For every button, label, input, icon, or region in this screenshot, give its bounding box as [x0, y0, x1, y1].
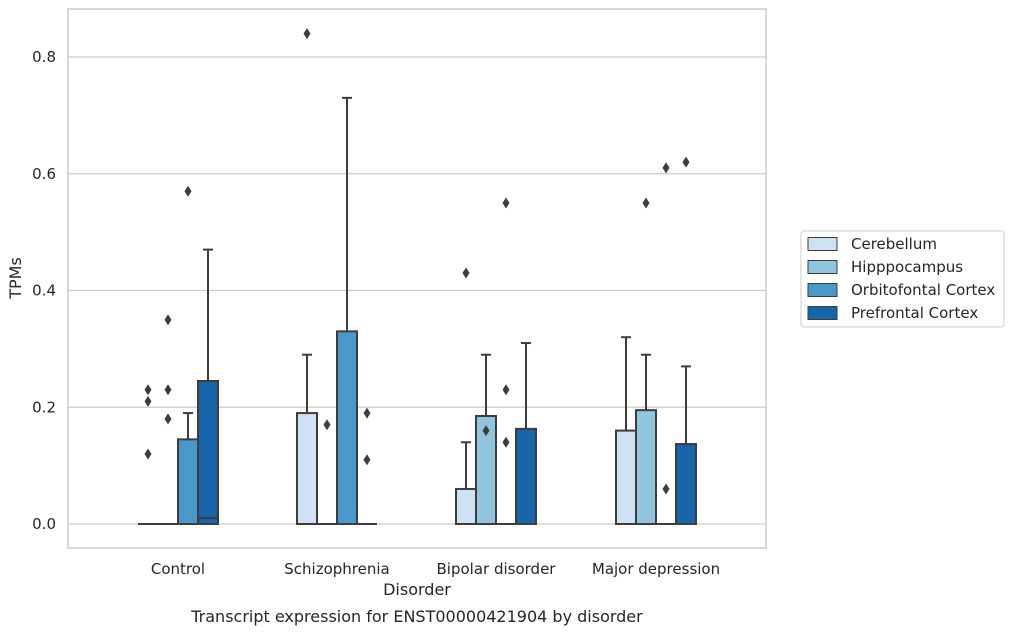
outlier-point [502, 384, 510, 396]
box-group [455, 267, 477, 526]
box [635, 409, 657, 526]
box [336, 330, 358, 525]
box-group [475, 353, 497, 526]
plot-area-frame [67, 8, 767, 549]
box-group [357, 407, 377, 525]
outlier-point [462, 267, 470, 279]
y-ticks: 0.0 0.2 0.4 0.6 0.8 [32, 48, 56, 533]
box-group [138, 384, 158, 525]
outlier-point [363, 407, 371, 419]
x-axis-label: Disorder [383, 580, 451, 599]
x-tick-label: Bipolar disorder [437, 560, 557, 578]
legend-swatch [807, 306, 838, 320]
plot-area-background [68, 9, 766, 548]
outlier-point [164, 384, 172, 396]
box-group [615, 336, 637, 526]
outlier-point [642, 197, 650, 209]
outlier-point [502, 197, 510, 209]
box-group [336, 96, 358, 525]
outlier-point [184, 185, 192, 197]
box-group [296, 28, 318, 525]
legend-swatch [807, 260, 838, 274]
box [197, 379, 219, 526]
legend-frame [800, 230, 1005, 328]
outlier-point [164, 413, 172, 425]
box-group [675, 156, 697, 525]
box [177, 438, 199, 526]
y-tick-label: 0.6 [32, 165, 56, 183]
y-tick-label: 0.2 [32, 398, 56, 416]
outlier-point [502, 436, 510, 448]
box [675, 443, 697, 525]
outlier-point [144, 384, 152, 396]
legend-label: Cerebellum [851, 235, 937, 253]
outlier-point [144, 395, 152, 407]
x-tick-label: Schizophrenia [284, 560, 389, 578]
box-group [515, 342, 537, 526]
boxes-layer [138, 28, 697, 526]
outlier-point [303, 28, 311, 40]
y-tick-label: 0.8 [32, 48, 56, 66]
legend-label: Prefrontal Cortex [851, 304, 978, 322]
box-group [656, 162, 676, 525]
box-group [635, 197, 657, 526]
outlier-point [662, 483, 670, 495]
y-tick-label: 0.4 [32, 282, 56, 300]
box [615, 429, 637, 526]
y-axis-label: TPMs [6, 257, 25, 300]
outlier-point [682, 156, 690, 168]
box [455, 487, 477, 526]
outlier-point [323, 419, 331, 431]
legend: Cerebellum Hipppocampus Orbitofontal Corte… [800, 230, 1005, 328]
outlier-point [164, 314, 172, 326]
legend-label: Hipppocampus [851, 258, 963, 276]
figure-caption: Transcript expression for ENST0000042190… [190, 607, 643, 626]
box [296, 412, 318, 525]
box-group [317, 419, 337, 525]
x-ticks: Control Schizophrenia Bipolar disorder Majo… [151, 560, 720, 578]
y-tick-label: 0.0 [32, 515, 56, 533]
box-group [158, 314, 178, 525]
legend-label: Orbitofontal Cortex [851, 281, 995, 299]
outlier-point [482, 425, 490, 437]
box [515, 427, 537, 526]
x-tick-label: Major depression [592, 560, 720, 578]
outlier-point [662, 162, 670, 174]
x-tick-label: Control [151, 560, 205, 578]
box-group [496, 197, 516, 525]
box-group [197, 248, 219, 526]
legend-swatch [807, 283, 838, 297]
legend-swatch [807, 237, 838, 251]
outlier-point [144, 448, 152, 460]
outlier-point [363, 454, 371, 466]
